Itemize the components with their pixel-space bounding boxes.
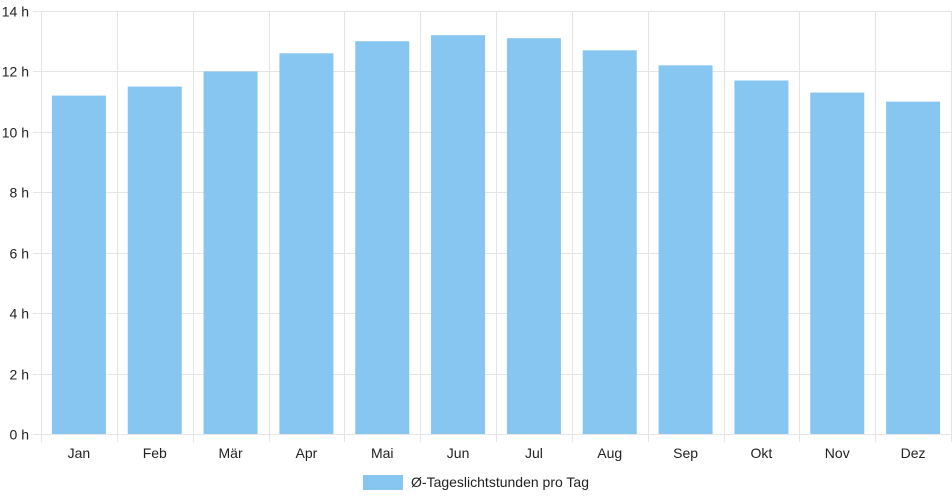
legend-swatch xyxy=(363,474,404,490)
bar-chart: 0 h 2 h 4 h 6 h 8 h 10 h 12 h 14 h Jan Feb Mär Apr… xyxy=(2,4,952,461)
x-tick-label: Apr xyxy=(296,445,318,461)
x-tick-label: Jul xyxy=(525,445,543,461)
legend-label: Ø-Tageslichtstunden pro Tag xyxy=(411,474,589,490)
bar-mär[interactable] xyxy=(203,71,258,434)
bar-sep[interactable] xyxy=(658,65,713,434)
x-tick-label: Aug xyxy=(597,445,622,461)
y-tick-label: 0 h xyxy=(10,427,29,443)
y-tick-label: 8 h xyxy=(10,185,29,201)
x-tick-label: Mai xyxy=(371,445,394,461)
bar-okt[interactable] xyxy=(734,80,789,434)
y-axis-ticks: 0 h 2 h 4 h 6 h 8 h 10 h 12 h 14 h xyxy=(2,4,29,443)
bar-nov[interactable] xyxy=(810,92,865,434)
bar-apr[interactable] xyxy=(279,53,334,435)
x-tick-label: Feb xyxy=(143,445,167,461)
x-tick-label: Jan xyxy=(68,445,91,461)
y-tick-label: 4 h xyxy=(10,306,29,322)
y-tick-label: 2 h xyxy=(10,367,29,383)
y-tick-label: 10 h xyxy=(2,125,29,141)
bar-dez[interactable] xyxy=(886,101,941,435)
x-tick-label: Sep xyxy=(673,445,698,461)
x-axis-ticks: Jan Feb Mär Apr Mai Jun Jul Aug Sep Okt Nov Dez xyxy=(68,445,926,461)
x-tick-label: Mär xyxy=(219,445,243,461)
x-tick-label: Jun xyxy=(447,445,470,461)
y-tick-label: 6 h xyxy=(10,246,29,262)
x-tick-label: Dez xyxy=(901,445,926,461)
x-tick-label: Nov xyxy=(825,445,850,461)
legend[interactable]: Ø-Tageslichtstunden pro Tag xyxy=(0,470,952,494)
grid-lines xyxy=(33,11,952,442)
bar-feb[interactable] xyxy=(127,86,182,435)
bar-mai[interactable] xyxy=(355,41,410,434)
bar-jan[interactable] xyxy=(51,95,106,434)
bars xyxy=(51,35,941,435)
bar-aug[interactable] xyxy=(582,50,637,435)
bar-jul[interactable] xyxy=(506,38,561,434)
bar-jun[interactable] xyxy=(431,35,486,435)
x-tick-label: Okt xyxy=(751,445,773,461)
y-tick-label: 14 h xyxy=(2,4,29,20)
y-tick-label: 12 h xyxy=(2,64,29,80)
